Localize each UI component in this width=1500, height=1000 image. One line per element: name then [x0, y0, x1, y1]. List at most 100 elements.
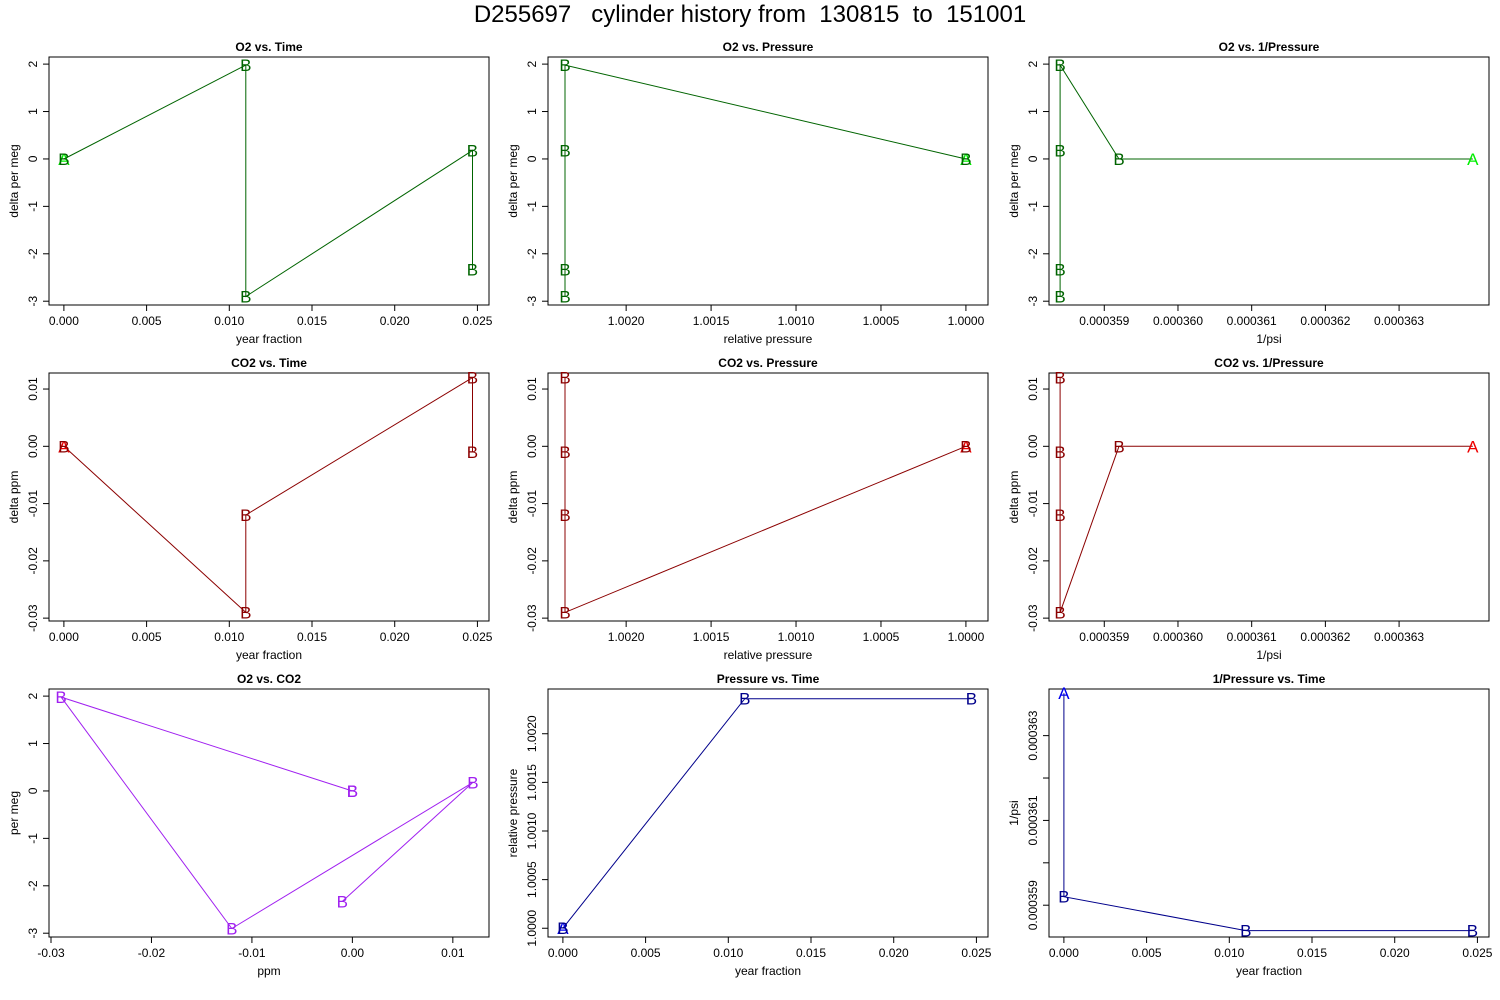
y-tick-label: 1.0020 [525, 715, 539, 752]
series-line [59, 696, 474, 930]
y-tick-label: -2 [26, 880, 40, 891]
y-axis-label: 1/psi [1007, 800, 1021, 825]
y-axis-label: delta per meg [7, 144, 21, 217]
x-tick-label: -0.01 [238, 946, 266, 960]
x-tick-label: 1.0020 [608, 314, 645, 328]
y-axis-label: delta ppm [506, 471, 520, 524]
data-point: B [559, 506, 570, 525]
data-point: B [966, 690, 977, 709]
plot-panel: O2 vs. 1/Pressure 0.000359 0.000360 0.00036… [1007, 40, 1490, 346]
data-point: B [1054, 369, 1065, 388]
page-title: D255697 cylinder history from 130815 to … [473, 1, 1027, 28]
x-tick-label: 0.005 [631, 946, 661, 960]
data-point: B [1054, 56, 1065, 75]
y-tick-label: 2 [1026, 60, 1040, 67]
data-point: B [1054, 443, 1065, 462]
x-tick-label: 0.000360 [1153, 630, 1203, 644]
data-point: B [240, 506, 251, 525]
data-point: B [739, 690, 750, 709]
x-tick-label: 0.010 [1214, 946, 1244, 960]
data-point: B [58, 150, 69, 169]
plot-frame [547, 56, 989, 306]
x-tick-label: 0.00 [341, 946, 365, 960]
plot-frame [1048, 372, 1490, 622]
y-tick-label: -1 [26, 833, 40, 844]
y-tick-label: -1 [525, 201, 539, 212]
y-tick-label: -3 [26, 296, 40, 307]
x-axis-label: 1/psi [1256, 648, 1281, 662]
y-tick-label: 0.00 [26, 434, 40, 458]
x-axis-label: 1/psi [1256, 332, 1281, 346]
data-point: A [1058, 684, 1070, 703]
x-tick-label: 0.000 [548, 946, 578, 960]
plot-title: O2 vs. Time [235, 40, 302, 54]
plot-frame [547, 688, 989, 938]
data-point: B [240, 603, 251, 622]
x-tick-label: 0.000363 [1374, 314, 1424, 328]
x-tick-label: 0.000363 [1374, 630, 1424, 644]
x-tick-label: 1.0010 [778, 314, 815, 328]
x-axis-label: year fraction [236, 648, 302, 662]
x-tick-label: 0.000361 [1227, 314, 1277, 328]
data-point: B [467, 141, 478, 160]
data-point: B [559, 141, 570, 160]
data-point: B [240, 56, 251, 75]
data-point: B [559, 369, 570, 388]
x-tick-label: 0.005 [132, 314, 162, 328]
x-tick-label: 0.005 [1132, 946, 1162, 960]
plot-title: O2 vs. 1/Pressure [1219, 40, 1320, 54]
data-point: B [559, 443, 570, 462]
data-point: B [1054, 260, 1065, 279]
series-line [562, 698, 972, 929]
plot-frame [48, 372, 490, 622]
y-tick-label: -0.01 [26, 490, 40, 518]
x-tick-label: 1.0005 [863, 630, 900, 644]
y-tick-label: 1.0010 [525, 812, 539, 849]
y-tick-label: -0.02 [26, 547, 40, 575]
y-tick-label: -0.02 [1026, 547, 1040, 575]
data-point: B [1113, 437, 1124, 456]
y-tick-label: 0.01 [1026, 377, 1040, 401]
data-point: A [58, 437, 70, 456]
y-tick-label: 0 [26, 155, 40, 162]
data-point: B [960, 150, 971, 169]
plot-panel: Pressure vs. Time 0.000 0.005 0.010 0.015 0.0… [506, 672, 992, 978]
y-tick-label: 1 [1026, 108, 1040, 115]
data-point: B [559, 603, 570, 622]
y-tick-label: -0.01 [525, 490, 539, 518]
x-tick-label: 1.0020 [608, 630, 645, 644]
y-tick-label: 0.000359 [1026, 880, 1040, 930]
x-tick-label: 1.0015 [693, 630, 730, 644]
plot-frame [547, 372, 989, 622]
series-line [63, 376, 473, 614]
y-tick-label: -0.03 [1026, 604, 1040, 632]
y-axis-label: per meg [7, 791, 21, 835]
y-tick-label: -2 [1026, 248, 1040, 259]
plot-frame [1048, 688, 1490, 938]
data-point: B [347, 782, 358, 801]
x-tick-label: 0.000359 [1079, 630, 1129, 644]
plot-panel: CO2 vs. Time 0.000 0.005 0.010 0.015 0.020 0.0… [7, 356, 493, 662]
plot-title: CO2 vs. 1/Pressure [1214, 356, 1324, 370]
plot-title: O2 vs. CO2 [237, 672, 301, 686]
x-tick-label: 1.0000 [948, 314, 985, 328]
y-axis-label: delta ppm [1007, 471, 1021, 524]
y-tick-label: -3 [1026, 296, 1040, 307]
y-tick-label: 2 [525, 60, 539, 67]
plot-frame [1048, 56, 1490, 306]
x-tick-label: 0.000 [1049, 946, 1079, 960]
data-point: B [337, 892, 348, 911]
y-tick-label: -2 [525, 248, 539, 259]
series-line [564, 64, 967, 297]
data-point: B [559, 260, 570, 279]
x-tick-label: 0.015 [297, 630, 327, 644]
y-axis-label: delta ppm [7, 471, 21, 524]
x-axis-label: year fraction [236, 332, 302, 346]
x-tick-label: -0.02 [138, 946, 166, 960]
series-line [1063, 693, 1473, 932]
y-tick-label: 1 [26, 108, 40, 115]
x-tick-label: 0.015 [796, 946, 826, 960]
data-point: B [226, 919, 237, 938]
y-tick-label: 2 [26, 692, 40, 699]
y-tick-label: -2 [26, 248, 40, 259]
